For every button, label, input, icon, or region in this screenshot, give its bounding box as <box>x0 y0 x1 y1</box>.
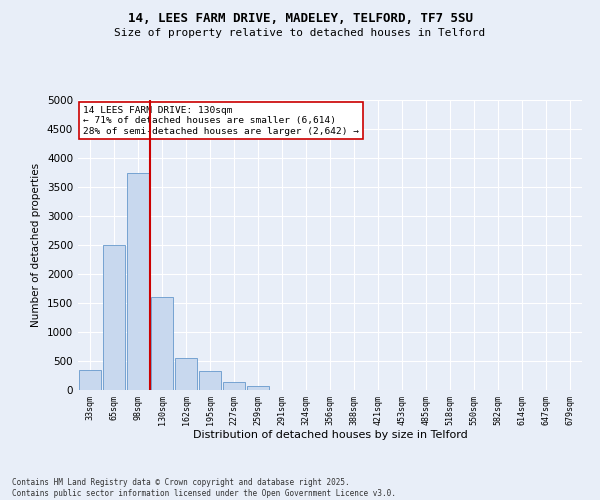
Bar <box>127 172 149 390</box>
Text: Size of property relative to detached houses in Telford: Size of property relative to detached ho… <box>115 28 485 38</box>
Bar <box>79 370 101 390</box>
Text: Contains HM Land Registry data © Crown copyright and database right 2025.
Contai: Contains HM Land Registry data © Crown c… <box>12 478 396 498</box>
Bar <box>223 382 245 390</box>
Bar <box>247 386 269 390</box>
Bar <box>151 297 173 390</box>
Text: 14 LEES FARM DRIVE: 130sqm
← 71% of detached houses are smaller (6,614)
28% of s: 14 LEES FARM DRIVE: 130sqm ← 71% of deta… <box>83 106 359 136</box>
X-axis label: Distribution of detached houses by size in Telford: Distribution of detached houses by size … <box>193 430 467 440</box>
Y-axis label: Number of detached properties: Number of detached properties <box>31 163 41 327</box>
Bar <box>199 372 221 390</box>
Text: 14, LEES FARM DRIVE, MADELEY, TELFORD, TF7 5SU: 14, LEES FARM DRIVE, MADELEY, TELFORD, T… <box>128 12 473 26</box>
Bar <box>103 245 125 390</box>
Bar <box>175 358 197 390</box>
